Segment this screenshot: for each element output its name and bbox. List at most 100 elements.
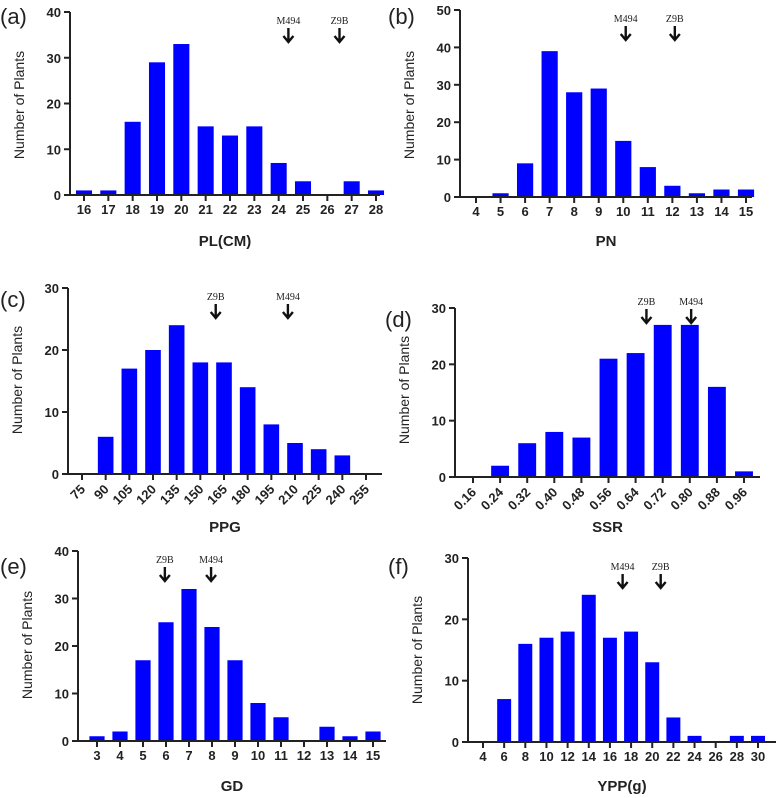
arrow-down-icon xyxy=(205,567,218,583)
x-tick-label: 0.80 xyxy=(667,485,696,514)
bar xyxy=(645,662,660,742)
x-tick-label: 6 xyxy=(501,749,508,764)
x-tick-label: 12 xyxy=(560,749,574,764)
bar xyxy=(599,358,618,477)
x-tick-label: 4 xyxy=(472,204,480,219)
x-tick-label: 24 xyxy=(687,749,702,764)
x-tick-label: 10 xyxy=(251,748,265,763)
arrow-down-icon xyxy=(333,28,346,44)
x-axis-label: PPG xyxy=(209,519,241,536)
x-tick-label: 9 xyxy=(595,204,602,219)
y-axis-label: Number of Plants xyxy=(401,51,417,159)
panel-label: (c) xyxy=(0,287,26,312)
y-tick-label: 20 xyxy=(437,115,451,130)
x-tick-label: 5 xyxy=(497,204,504,219)
bar xyxy=(124,121,141,195)
y-tick-label: 0 xyxy=(439,470,446,485)
bar xyxy=(751,735,765,742)
panel-label: (e) xyxy=(0,554,27,579)
x-tick-label: 20 xyxy=(645,749,659,764)
bar xyxy=(492,193,509,197)
x-tick-label: 22 xyxy=(223,202,237,217)
x-tick-label: 14 xyxy=(582,749,597,764)
panel-label: (d) xyxy=(385,307,412,332)
bar xyxy=(343,181,360,195)
bar xyxy=(687,735,702,742)
x-tick-label: 210 xyxy=(275,482,301,508)
bar xyxy=(342,736,358,741)
x-tick-label: 0.64 xyxy=(613,484,642,513)
x-tick-label: 18 xyxy=(624,749,638,764)
bar xyxy=(227,660,243,741)
x-tick-label: 165 xyxy=(204,482,230,508)
panel-label: (a) xyxy=(0,4,27,29)
bar xyxy=(590,88,607,197)
bar xyxy=(263,424,280,474)
x-tick-label: 0.56 xyxy=(586,485,615,514)
annotation-label: M494 xyxy=(679,297,703,308)
y-tick-label: 0 xyxy=(62,734,69,749)
panel-c: 0 10 20 30 75 9010512013515016518019521022524… xyxy=(0,281,382,536)
bar xyxy=(539,637,554,742)
x-tick-label: 3 xyxy=(93,748,100,763)
y-tick-label: 30 xyxy=(445,551,459,566)
arrow-down-icon xyxy=(158,567,171,583)
x-tick-label: 255 xyxy=(346,482,372,508)
bar xyxy=(560,631,575,742)
panel-f: 0 10 20 30 4 6 8 10 12 14 16 18 20 22 24 26 28 30 YPP(g) Nu… xyxy=(388,551,776,795)
x-tick-label: 14 xyxy=(343,748,358,763)
x-tick-label: 12 xyxy=(297,748,311,763)
bar xyxy=(197,126,214,195)
bar xyxy=(158,622,174,741)
x-tick-label: 6 xyxy=(521,204,528,219)
bar xyxy=(181,589,197,741)
bar xyxy=(735,471,753,477)
panel-d: 01020300.160.240.320.400.480.560.640.720… xyxy=(385,297,760,536)
x-tick-label: 13 xyxy=(320,748,334,763)
arrow-down-icon xyxy=(619,26,632,42)
x-tick-label: 16 xyxy=(77,202,91,217)
bar xyxy=(287,443,303,474)
x-tick-label: 0.88 xyxy=(695,485,724,514)
x-tick-label: 4 xyxy=(479,749,487,764)
bar xyxy=(615,140,632,197)
bar xyxy=(112,731,128,741)
x-tick-label: 4 xyxy=(116,748,124,763)
x-tick-label: 19 xyxy=(150,202,164,217)
x-tick-label: 12 xyxy=(665,204,679,219)
y-axis-label: Number of Plants xyxy=(9,326,25,434)
bar xyxy=(639,167,656,197)
x-tick-label: 10 xyxy=(616,204,630,219)
bar xyxy=(707,386,726,477)
y-tick-label: 10 xyxy=(47,142,61,157)
annotation-label: Z9B xyxy=(638,297,656,308)
y-tick-label: 20 xyxy=(55,639,69,654)
x-tick-label: 18 xyxy=(125,202,139,217)
bar xyxy=(497,699,512,742)
x-tick-label: 75 xyxy=(67,482,88,503)
bar xyxy=(334,455,351,474)
bar xyxy=(518,643,533,742)
x-tick-label: 23 xyxy=(247,202,261,217)
x-tick-label: 26 xyxy=(320,202,334,217)
x-axis-label: PL(CM) xyxy=(199,233,252,250)
annotation-label: Z9B xyxy=(156,555,174,566)
x-tick-label: 5 xyxy=(139,748,146,763)
bar xyxy=(216,362,232,474)
x-tick-label: 0.40 xyxy=(532,485,561,514)
arrow-down-icon xyxy=(685,309,698,325)
x-tick-label: 14 xyxy=(714,204,729,219)
x-tick-label: 0.32 xyxy=(505,485,534,514)
x-tick-label: 225 xyxy=(299,482,325,508)
y-tick-label: 20 xyxy=(432,357,446,372)
bar xyxy=(680,324,699,477)
annotation-label: M494 xyxy=(276,292,300,303)
x-tick-label: 28 xyxy=(730,749,744,764)
x-tick-label: 180 xyxy=(228,482,254,508)
x-tick-label: 9 xyxy=(231,748,238,763)
panel-a: 0 10 20 30 40 16 17 18 19 20 21 22 23 24 25 26 27 28 PL(CM… xyxy=(0,4,385,250)
x-tick-label: 135 xyxy=(157,482,183,508)
y-tick-label: 40 xyxy=(47,5,61,20)
x-tick-label: 10 xyxy=(539,749,553,764)
y-tick-label: 10 xyxy=(55,687,69,702)
